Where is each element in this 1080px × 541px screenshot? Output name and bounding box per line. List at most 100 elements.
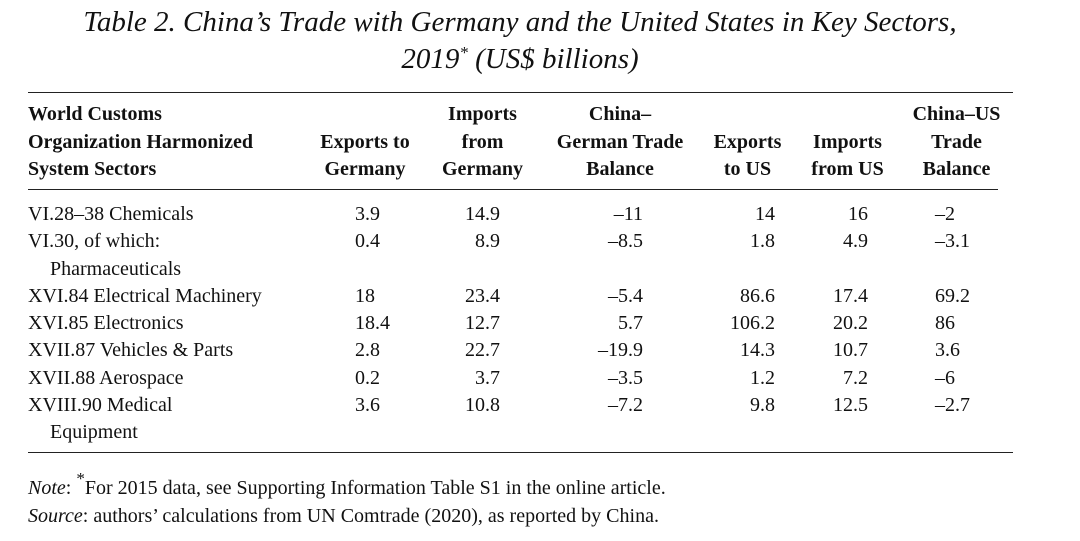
header-line: from (461, 130, 504, 153)
value-cell: 7.2 (843, 366, 868, 389)
sector-line: Equipment (50, 421, 138, 444)
sector-line: VI.28–38 Chemicals (28, 203, 194, 225)
header-line: Germany (324, 158, 406, 180)
value-cell: 20.2 (833, 312, 868, 335)
header-line: from US (811, 158, 884, 180)
table-row: VI.28–38 Chemicals 3.9 14.9 –11 14 16 –2 (28, 201, 1013, 228)
value-cell: 14.9 (465, 203, 500, 225)
value-cell: 10.7 (833, 339, 868, 362)
top-rule (28, 92, 1013, 93)
bottom-rule (28, 452, 1013, 453)
value-cell: –11 (613, 203, 643, 225)
header-line: Imports (813, 130, 882, 153)
value-cell: 17.4 (833, 284, 868, 307)
value-cell: 14.3 (740, 339, 775, 362)
column-header: Exports to US (700, 101, 795, 184)
column-header: China– German Trade Balance (540, 101, 700, 184)
column-header: China–US Trade Balance (900, 101, 1013, 184)
sector-cell: XVII.87 Vehicles & Parts (28, 337, 305, 364)
sector-line: XVII.87 Vehicles & Parts (28, 339, 234, 362)
value-cell: 23.4 (465, 284, 500, 307)
value-cell: –2.7 (935, 394, 970, 417)
value-cell: –3.5 (608, 366, 643, 389)
header-line: Germany (441, 158, 524, 180)
value-cell: –3.1 (935, 230, 970, 253)
title-mark: * (459, 43, 468, 62)
value-cell: 86 (935, 312, 955, 335)
value-cell: 3.7 (475, 366, 500, 389)
value-cell: 3.9 (355, 203, 380, 225)
header-line: Organization Harmonized (28, 130, 253, 153)
note-text: For 2015 data, see Supporting Informatio… (84, 477, 666, 499)
note: Note: *For 2015 data, see Supporting Info… (28, 470, 666, 500)
source-colon: : (82, 505, 89, 527)
title-year: 2019 (401, 43, 460, 75)
title-line: Table 2. China’s Trade with Germany and … (0, 6, 1040, 39)
value-cell: –6 (935, 366, 955, 389)
table-body: VI.28–38 Chemicals 3.9 14.9 –11 14 16 –2 VI.30,… (28, 201, 1013, 447)
header-line: Balance (586, 158, 654, 180)
sector-cell: VI.28–38 Chemicals (28, 201, 305, 228)
sector-line: XVII.88 Aerospace (28, 366, 184, 389)
column-header: Imports from US (795, 101, 900, 184)
value-cell: 1.8 (750, 230, 775, 253)
table-row: XVI.85 Electronics 18.4 12.7 5.7 106.2 20.2 86 (28, 310, 1013, 337)
value-cell: –19.9 (598, 339, 643, 362)
sector-cell: XVIII.90 Medical Equipment (28, 392, 305, 447)
sector-line: VI.30, of which: (28, 230, 161, 253)
value-cell: 9.8 (750, 394, 775, 417)
value-cell: –2 (935, 203, 955, 225)
header-line: to US (723, 158, 772, 180)
header-line: German Trade (556, 130, 684, 153)
header-rule (28, 189, 998, 190)
value-cell: 14 (755, 203, 775, 225)
value-cell: 16 (848, 203, 868, 225)
header-line: Imports (448, 103, 517, 125)
title-text: Table 2. China’s Trade with Germany and … (83, 6, 957, 38)
value-cell: 3.6 (935, 339, 960, 362)
value-cell: 2.8 (355, 339, 380, 362)
header-line: Exports (713, 130, 782, 153)
sector-line: XVI.84 Electrical Machinery (28, 284, 262, 307)
table-header: World Customs Organization Harmonized Syst… (28, 101, 1013, 184)
sector-line: XVIII.90 Medical (28, 394, 173, 417)
header-line: World Customs (28, 103, 162, 125)
value-cell: –5.4 (608, 284, 643, 307)
table-row: XVI.84 Electrical Machinery 18 23.4 –5.4 86.… (28, 283, 1013, 310)
value-cell: –8.5 (608, 230, 643, 253)
source-label: Source (28, 505, 83, 527)
title-unit: (US$ billions) (475, 43, 639, 75)
value-cell: 10.8 (465, 394, 500, 417)
table-row: XVII.87 Vehicles & Parts 2.8 22.7 –19.9 14.3… (28, 337, 1013, 364)
value-cell: 22.7 (465, 339, 500, 362)
table-row: XVIII.90 Medical Equipment 3.6 10.8 –7.2 9.8 1… (28, 392, 1013, 447)
value-cell: 12.5 (833, 394, 868, 417)
title-line: 2019* (US$ billions) (0, 43, 1040, 76)
header-line: System Sectors (28, 158, 157, 180)
column-header: World Customs Organization Harmonized Syst… (28, 101, 305, 184)
value-cell: 18 (355, 284, 375, 307)
note-label: Note (28, 477, 66, 499)
header-line: China–US (912, 103, 1001, 125)
value-cell: –7.2 (608, 394, 643, 417)
sector-cell: XVI.85 Electronics (28, 310, 305, 337)
note-colon: : (65, 477, 72, 499)
note-mark: * (76, 469, 85, 488)
column-header: Imports from Germany (425, 101, 540, 184)
source: Source: authors’ calculations from UN Com… (28, 505, 659, 528)
sector-line: Pharmaceuticals (50, 257, 182, 280)
sector-line: XVI.85 Electronics (28, 312, 184, 335)
column-header: Exports to Germany (305, 101, 425, 184)
value-cell: 12.7 (465, 312, 500, 335)
table-row: VI.30, of which: Pharmaceuticals 0.4 8.9 –8.… (28, 228, 1013, 283)
header-line: China– (588, 103, 652, 125)
value-cell: 18.4 (355, 312, 390, 335)
value-cell: 1.2 (750, 366, 775, 389)
value-cell: 0.2 (355, 366, 380, 389)
value-cell: 4.9 (843, 230, 868, 253)
table-row: XVII.88 Aerospace 0.2 3.7 –3.5 1.2 7.2 –6 (28, 365, 1013, 392)
source-text: authors’ calculations from UN Comtrade (… (93, 505, 659, 527)
value-cell: 106.2 (730, 312, 775, 335)
value-cell: 8.9 (475, 230, 500, 253)
